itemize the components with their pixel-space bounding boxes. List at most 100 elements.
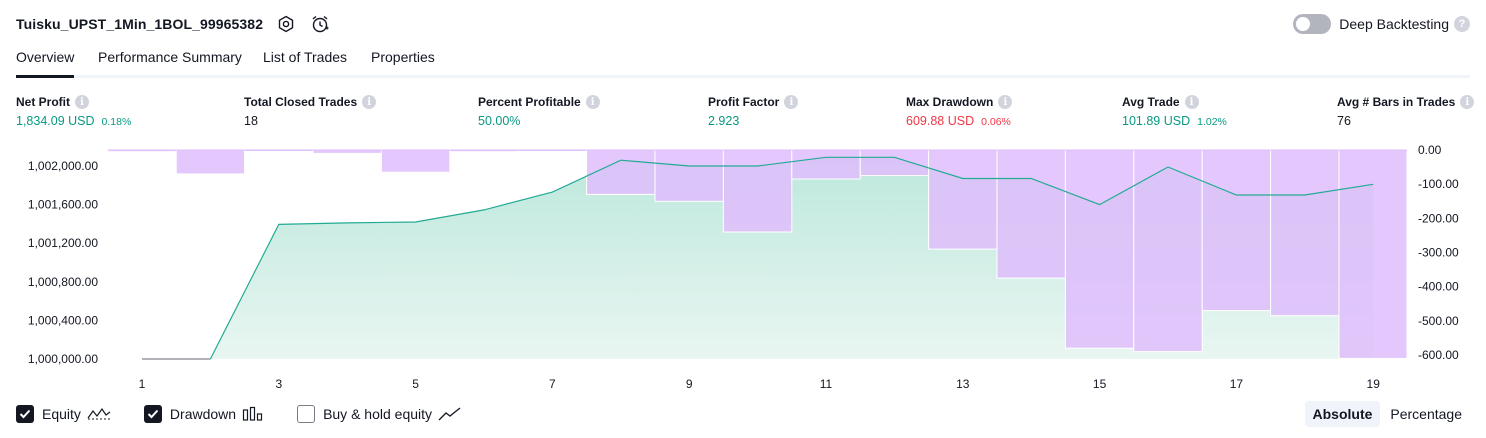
metric-max-drawdown: Max Drawdown i 609.88 USD 0.06% xyxy=(906,94,1013,130)
equity-axis-tick: 1,000,400.00 xyxy=(28,313,98,327)
metric-percent: 0.18% xyxy=(101,116,132,128)
tab-bar: Overview Performance Summary List of Tra… xyxy=(16,45,1470,78)
drawdown-bar xyxy=(1133,149,1203,353)
drawdown-axis-tick: -600.00 xyxy=(1418,348,1459,362)
x-axis-tick: 1 xyxy=(139,377,146,391)
x-axis-tick: 9 xyxy=(686,377,693,391)
drawdown-bars-icon xyxy=(242,406,263,421)
tab-properties[interactable]: Properties xyxy=(371,49,435,65)
equity-axis-tick: 1,000,800.00 xyxy=(28,275,98,289)
info-icon[interactable]: i xyxy=(585,95,600,109)
buyhold-line-icon xyxy=(438,407,461,421)
drawdown-axis-tick: -500.00 xyxy=(1418,314,1459,328)
drawdown-axis-tick: -400.00 xyxy=(1418,280,1459,294)
drawdown-bar xyxy=(1338,149,1408,359)
equity-drawdown-chart[interactable]: 1,000,000.00 1,000,400.00 1,000,800.00 1,00… xyxy=(0,140,1486,400)
metric-total-closed-trades: Total Closed Trades i 18 xyxy=(244,94,377,130)
metric-label: Max Drawdown xyxy=(906,95,994,109)
metric-label: Net Profit xyxy=(16,95,70,109)
drawdown-bar xyxy=(654,149,724,202)
buyhold-label: Buy & hold equity xyxy=(323,406,433,422)
metric-avg-trade: Avg Trade i 101.89 USD 1.02% xyxy=(1122,94,1227,130)
alert-clock-icon[interactable] xyxy=(309,13,331,35)
equity-line xyxy=(209,156,1374,360)
absolute-button[interactable]: Absolute xyxy=(1304,401,1381,427)
drawdown-axis-tick: -300.00 xyxy=(1418,246,1459,260)
metric-value: 2.923 xyxy=(708,114,740,128)
metric-value: 1,834.09 USD xyxy=(16,114,95,128)
drawdown-bar xyxy=(586,149,656,195)
metric-percent: 0.06% xyxy=(981,116,1011,128)
equity-checkbox[interactable] xyxy=(16,405,34,423)
drawdown-bar xyxy=(1064,149,1135,349)
info-icon[interactable]: i xyxy=(75,95,89,109)
drawdown-axis-tick: -100.00 xyxy=(1418,177,1459,191)
metric-value: 101.89 USD xyxy=(1122,114,1191,128)
x-axis-tick: 5 xyxy=(412,377,419,391)
equity-axis-tick: 1,000,000.00 xyxy=(28,352,98,366)
legend-buyhold[interactable]: Buy & hold equity xyxy=(297,405,462,423)
metric-label: Avg # Bars in Trades xyxy=(1337,95,1456,109)
x-axis-tick: 17 xyxy=(1230,377,1244,391)
info-icon[interactable]: i xyxy=(362,95,377,109)
metric-value: 18 xyxy=(244,114,258,128)
deep-backtesting-toggle[interactable] xyxy=(1293,14,1332,34)
equity-axis-tick: 1,001,200.00 xyxy=(28,236,98,250)
info-icon[interactable]: i xyxy=(998,95,1013,109)
equity-label: Equity xyxy=(42,406,81,422)
tab-performance-summary[interactable]: Performance Summary xyxy=(98,49,242,65)
drawdown-bar xyxy=(722,149,793,233)
metric-percent-profitable: Percent Profitable i 50.00% xyxy=(478,94,600,130)
strategy-header: Tuisku_UPST_1Min_1BOL_99965382 xyxy=(16,13,331,35)
drawdown-bar xyxy=(1201,149,1272,312)
drawdown-checkbox[interactable] xyxy=(143,405,162,423)
metric-label: Profit Factor xyxy=(708,95,780,109)
legend-drawdown[interactable]: Drawdown xyxy=(143,405,264,423)
chart-legend: Equity Drawdown Buy & hold equity xyxy=(16,403,495,425)
metric-label: Total Closed Trades xyxy=(244,95,358,109)
drawdown-axis-tick: 0.00 xyxy=(1418,143,1442,157)
metric-value: 50.00% xyxy=(478,114,521,128)
drawdown-bar xyxy=(1270,149,1340,317)
drawdown-bar xyxy=(312,149,382,154)
equity-axis-tick: 1,002,000.00 xyxy=(28,159,98,173)
strategy-title: Tuisku_UPST_1Min_1BOL_99965382 xyxy=(16,16,264,32)
display-mode-switch: Absolute Percentage xyxy=(1303,401,1471,427)
info-icon[interactable]: i xyxy=(1460,95,1475,109)
drawdown-axis-tick: -200.00 xyxy=(1418,211,1459,225)
metric-label: Avg Trade xyxy=(1122,95,1180,109)
metric-label: Percent Profitable xyxy=(478,95,581,109)
tab-overview[interactable]: Overview xyxy=(16,49,75,78)
info-icon[interactable]: i xyxy=(1184,95,1199,109)
drawdown-bar xyxy=(791,149,861,180)
legend-equity[interactable]: Equity xyxy=(16,405,111,423)
deep-backtesting-label: Deep Backtesting xyxy=(1339,16,1449,32)
drawdown-bar xyxy=(996,149,1066,279)
x-axis-tick: 3 xyxy=(275,377,282,391)
toggle-knob xyxy=(1296,17,1311,31)
metric-value: 609.88 USD xyxy=(906,114,975,128)
metric-percent: 1.02% xyxy=(1197,116,1227,128)
equity-line-icon xyxy=(87,407,111,420)
drawdown-bar xyxy=(380,149,451,173)
drawdown-bar xyxy=(859,149,930,177)
metric-profit-factor: Profit Factor i 2.923 xyxy=(708,94,799,130)
x-axis-tick: 19 xyxy=(1367,377,1381,391)
drawdown-label: Drawdown xyxy=(169,406,237,422)
info-icon[interactable]: i xyxy=(784,95,799,109)
x-axis-tick: 15 xyxy=(1093,377,1107,391)
deep-backtesting: Deep Backtesting ? xyxy=(1293,13,1470,35)
drawdown-bar xyxy=(928,149,998,250)
settings-icon[interactable] xyxy=(275,13,297,35)
metric-net-profit: Net Profit i 1,834.09 USD 0.18% xyxy=(16,94,131,130)
help-icon[interactable]: ? xyxy=(1454,16,1470,32)
metric-avg-bars: Avg # Bars in Trades i 76 xyxy=(1337,94,1475,130)
x-axis-tick: 7 xyxy=(549,377,556,391)
percentage-button[interactable]: Percentage xyxy=(1390,406,1462,422)
drawdown-bar xyxy=(175,149,246,175)
buyhold-checkbox[interactable] xyxy=(297,405,316,423)
x-axis-tick: 13 xyxy=(956,377,970,391)
equity-axis-tick: 1,001,600.00 xyxy=(28,198,98,212)
tab-list-of-trades[interactable]: List of Trades xyxy=(263,49,348,65)
metric-value: 76 xyxy=(1337,114,1351,128)
